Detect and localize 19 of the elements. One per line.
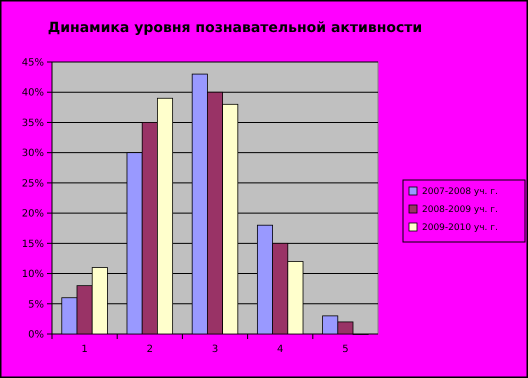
y-tick-label: 30% xyxy=(22,148,44,160)
legend-label: 2009-2010 уч. г. xyxy=(422,223,498,234)
y-tick-label: 25% xyxy=(22,178,44,190)
y-tick-label: 20% xyxy=(22,208,44,220)
legend-label: 2008-2009 уч. г. xyxy=(422,205,498,216)
x-tick-label: 1 xyxy=(81,344,88,355)
y-tick-label: 5% xyxy=(28,299,44,310)
x-tick-label: 2 xyxy=(146,344,153,355)
y-tick-label: 45% xyxy=(22,58,44,68)
x-tick-label: 4 xyxy=(277,344,284,355)
y-tick-label: 15% xyxy=(22,238,44,250)
y-tick-label: 10% xyxy=(22,269,44,280)
legend-label: 2007-2008 уч. г. xyxy=(422,187,498,198)
y-tick-label: 40% xyxy=(22,88,44,99)
x-tick-label: 5 xyxy=(342,344,349,355)
y-tick-label: 35% xyxy=(22,118,44,129)
x-tick-label: 3 xyxy=(212,344,218,355)
y-tick-label: 0% xyxy=(28,330,44,340)
chart-title: Динамика уровня познавательной активности xyxy=(48,20,422,36)
